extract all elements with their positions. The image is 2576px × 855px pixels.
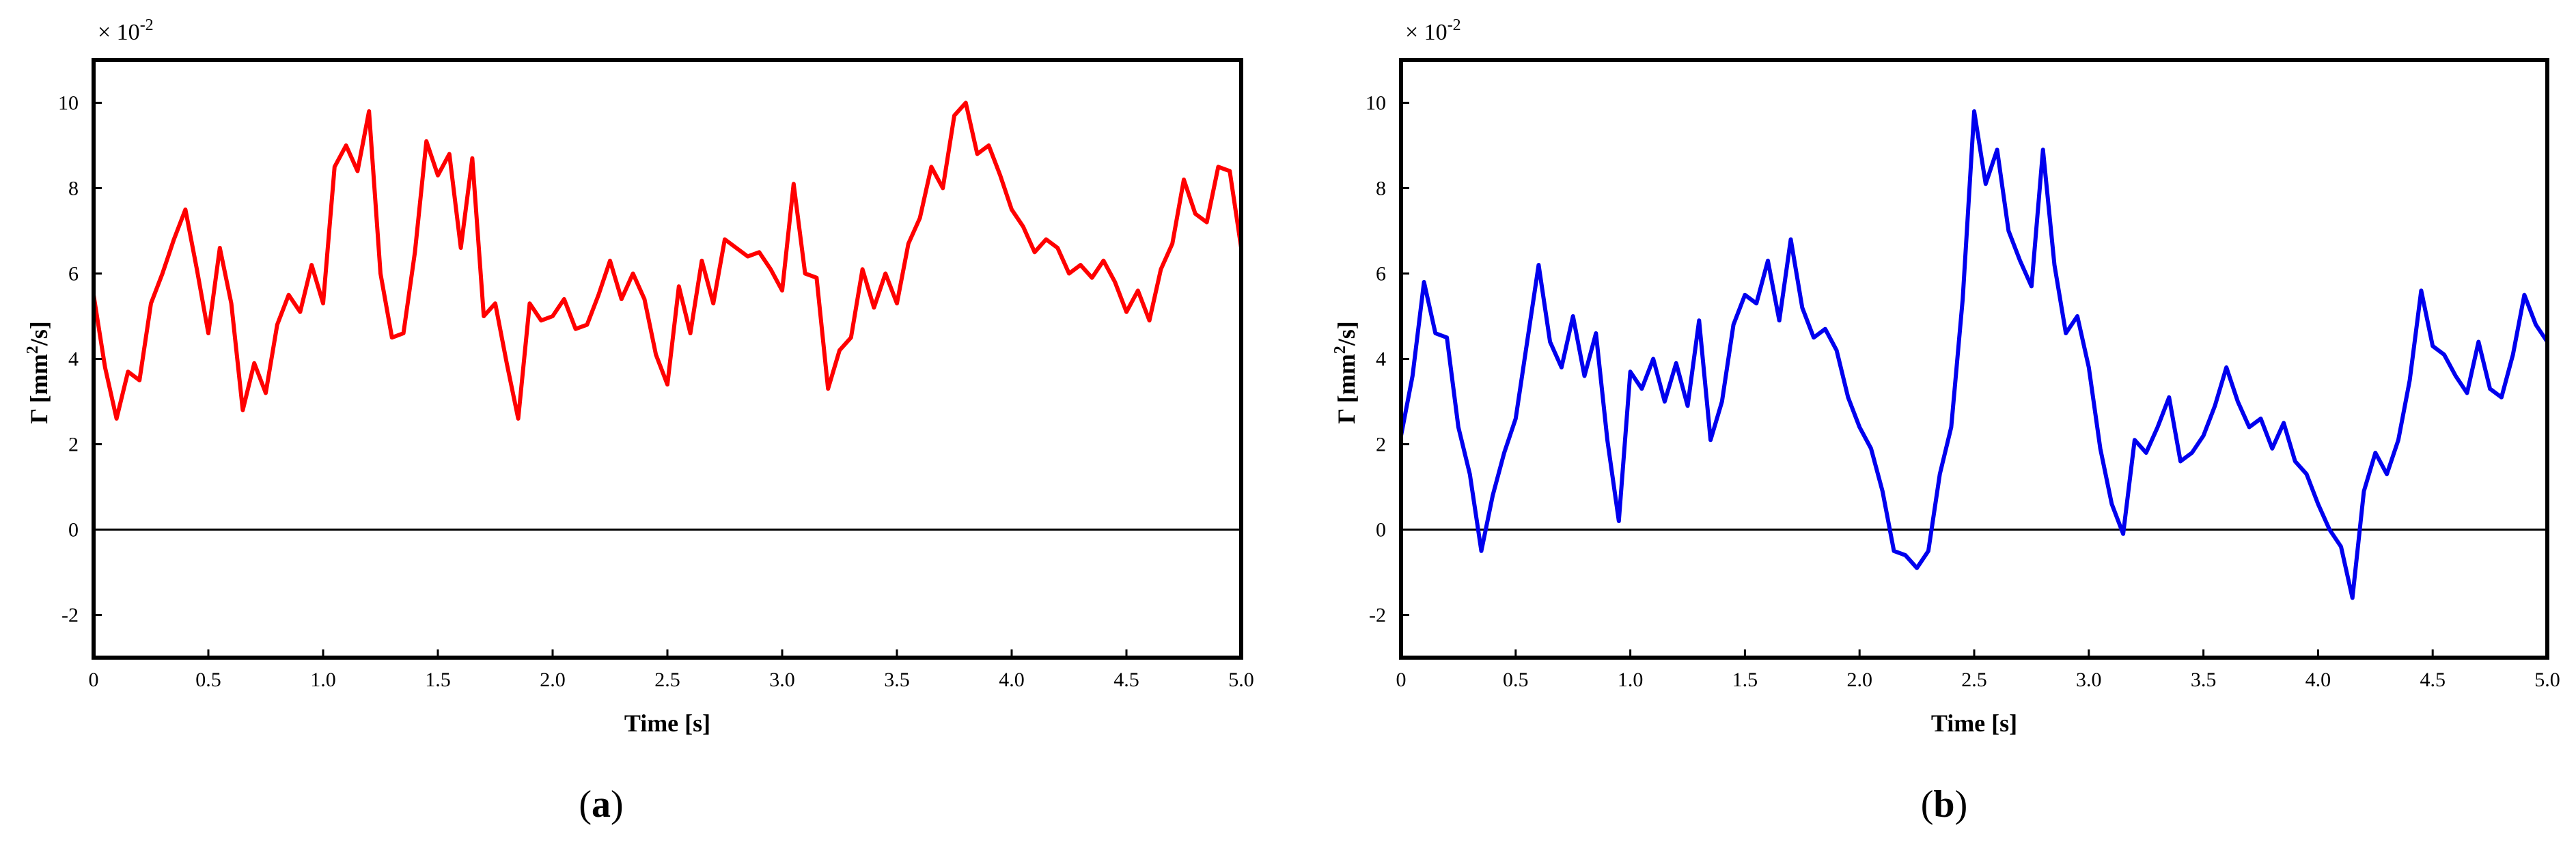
x-tick-label: 0 <box>1396 669 1407 691</box>
axis-multiplier-exponent: -2 <box>140 16 154 34</box>
x-tick-label: 4.5 <box>1113 669 1139 691</box>
x-tick-label: 1.5 <box>425 669 451 691</box>
x-tick-label: 1.0 <box>310 669 336 691</box>
x-tick-label: 4.0 <box>999 669 1025 691</box>
x-tick-label: 3.0 <box>2076 669 2102 691</box>
y-tick-label: 8 <box>68 178 79 200</box>
y-tick-label: 8 <box>1376 178 1386 200</box>
x-tick-label: 3.5 <box>884 669 910 691</box>
x-axis-label: Time [s] <box>1931 710 2017 737</box>
x-tick-label: 4.5 <box>2420 669 2446 691</box>
y-tick-label: -2 <box>61 604 79 627</box>
x-tick-label: 1.5 <box>1732 669 1758 691</box>
y-tick-label: 0 <box>1376 519 1386 542</box>
x-tick-label: 1.0 <box>1618 669 1644 691</box>
chart-panel-b: 0 0.5 1.0 1.5 2.0 2.5 3.0 3.5 4.0 4.5 5.0 -2 0 2 4 6 8 10… <box>1331 16 2560 826</box>
y-tick-label: 0 <box>68 519 79 542</box>
y-tick-label: 10 <box>1366 92 1386 115</box>
x-tick-label: 2.0 <box>540 669 566 691</box>
x-tick-label: 3.5 <box>2191 669 2217 691</box>
x-tick-label: 2.5 <box>1961 669 1987 691</box>
y-axis-label: Γ [mm2/s] <box>1331 321 1360 424</box>
chart-panel-a: 0 0.5 1.0 1.5 2.0 2.5 3.0 3.5 4.0 4.5 5.0 -2 0 2 4 6 8 10… <box>24 16 1254 826</box>
axis-multiplier: × 10-2 <box>1405 16 1461 45</box>
panel-label: (b) <box>1921 783 1967 826</box>
y-tick-label: 6 <box>68 263 79 285</box>
panel-label: (a) <box>579 783 623 826</box>
y-tick-label: 2 <box>68 434 79 456</box>
y-axis-label: Γ [mm2/s] <box>24 321 53 424</box>
x-tick-label: 5.0 <box>1228 669 1254 691</box>
y-tick-label: 6 <box>1376 263 1386 285</box>
plot-frame <box>92 58 1243 660</box>
x-tick-label: 0.5 <box>1503 669 1529 691</box>
x-tick-label: 3.0 <box>769 669 795 691</box>
data-series-line <box>1399 109 2549 600</box>
x-tick-label: 0.5 <box>195 669 221 691</box>
plot-frame <box>1399 58 2549 660</box>
x-axis-label: Time [s] <box>624 710 710 737</box>
y-tick-label: -2 <box>1369 604 1386 627</box>
x-tick-label: 0 <box>89 669 99 691</box>
axis-multiplier: × 10-2 <box>98 16 154 45</box>
y-tick-label: 2 <box>1376 434 1386 456</box>
x-tick-label: 2.5 <box>654 669 680 691</box>
y-tick-label: 4 <box>1376 348 1386 371</box>
x-tick-label: 4.0 <box>2305 669 2331 691</box>
x-tick-label: 2.0 <box>1846 669 1872 691</box>
x-tick-label: 5.0 <box>2534 669 2560 691</box>
data-series-line <box>92 100 1243 421</box>
y-tick-label: 10 <box>58 92 79 115</box>
y-tick-label: 4 <box>68 348 79 371</box>
axis-multiplier-exponent: -2 <box>1448 16 1461 34</box>
